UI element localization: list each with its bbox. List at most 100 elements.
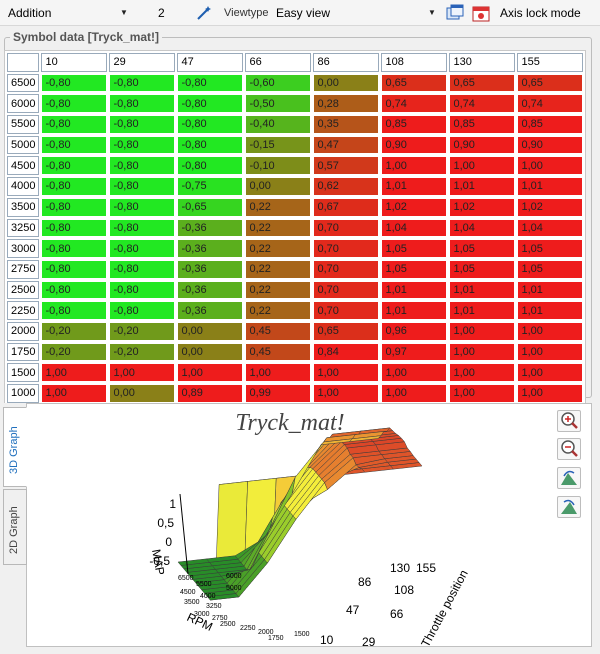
table-cell[interactable]: 1,00 bbox=[381, 363, 448, 382]
table-cell[interactable]: 0,35 bbox=[313, 115, 380, 134]
window-icon[interactable] bbox=[446, 3, 464, 23]
table-cell[interactable]: -0,80 bbox=[41, 135, 108, 155]
table-cell[interactable]: -0,80 bbox=[177, 94, 244, 114]
row-header[interactable]: 3500 bbox=[7, 197, 40, 217]
viewtype-select[interactable]: Easy view ▼ bbox=[276, 3, 438, 23]
tab-2d-graph[interactable]: 2D Graph bbox=[3, 489, 27, 565]
table-cell[interactable]: -0,80 bbox=[109, 197, 176, 217]
row-header[interactable]: 5000 bbox=[7, 135, 40, 155]
zoom-out-button[interactable] bbox=[557, 438, 581, 460]
table-cell[interactable]: -0,15 bbox=[245, 135, 312, 155]
table-cell[interactable]: 0,65 bbox=[313, 321, 380, 341]
table-cell[interactable]: 1,05 bbox=[449, 239, 516, 258]
table-cell[interactable]: -0,80 bbox=[41, 239, 108, 258]
table-cell[interactable]: 1,01 bbox=[381, 177, 448, 196]
table-cell[interactable]: 0,96 bbox=[381, 321, 448, 341]
table-cell[interactable]: -0,80 bbox=[41, 280, 108, 300]
mode-select[interactable]: Addition ▼ bbox=[8, 3, 130, 23]
table-cell[interactable]: 0,70 bbox=[313, 259, 380, 279]
table-cell[interactable]: 1,00 bbox=[41, 363, 108, 382]
table-cell[interactable]: 1,00 bbox=[449, 384, 516, 403]
table-cell[interactable]: 1,01 bbox=[449, 280, 516, 300]
table-cell[interactable]: -0,20 bbox=[109, 342, 176, 362]
table-cell[interactable]: 0,65 bbox=[449, 73, 516, 93]
table-cell[interactable]: 1,01 bbox=[517, 177, 584, 196]
row-header[interactable]: 3250 bbox=[7, 218, 40, 238]
table-cell[interactable]: -0,80 bbox=[41, 73, 108, 93]
row-header[interactable]: 4500 bbox=[7, 156, 40, 176]
table-cell[interactable]: -0,80 bbox=[41, 156, 108, 176]
table-cell[interactable]: -0,80 bbox=[41, 115, 108, 134]
table-cell[interactable]: -0,80 bbox=[109, 301, 176, 320]
table-cell[interactable]: 1,05 bbox=[381, 259, 448, 279]
table-cell[interactable]: -0,80 bbox=[109, 239, 176, 258]
table-cell[interactable]: -0,20 bbox=[41, 321, 108, 341]
table-cell[interactable]: 0,00 bbox=[109, 384, 176, 403]
table-cell[interactable]: 1,01 bbox=[381, 301, 448, 320]
table-cell[interactable]: 0,90 bbox=[517, 135, 584, 155]
table-cell[interactable]: 0,84 bbox=[313, 342, 380, 362]
table-cell[interactable]: 1,04 bbox=[449, 218, 516, 238]
table-cell[interactable]: 0,00 bbox=[245, 177, 312, 196]
row-header[interactable]: 6500 bbox=[7, 73, 40, 93]
table-cell[interactable]: 1,00 bbox=[517, 342, 584, 362]
table-cell[interactable]: 0,70 bbox=[313, 280, 380, 300]
table-cell[interactable]: 1,00 bbox=[41, 384, 108, 403]
table-cell[interactable]: -0,80 bbox=[109, 156, 176, 176]
table-cell[interactable]: 1,00 bbox=[449, 321, 516, 341]
table-cell[interactable]: -0,80 bbox=[41, 218, 108, 238]
table-cell[interactable]: 1,00 bbox=[109, 363, 176, 382]
table-cell[interactable]: -0,65 bbox=[177, 197, 244, 217]
table-cell[interactable]: 0,90 bbox=[381, 135, 448, 155]
table-cell[interactable]: -0,80 bbox=[41, 259, 108, 279]
table-cell[interactable]: -0,80 bbox=[109, 280, 176, 300]
table-cell[interactable]: -0,80 bbox=[41, 177, 108, 196]
table-cell[interactable]: -0,75 bbox=[177, 177, 244, 196]
row-header[interactable]: 2500 bbox=[7, 280, 40, 300]
column-header[interactable]: 10 bbox=[41, 53, 108, 72]
row-header[interactable]: 4000 bbox=[7, 177, 40, 196]
table-cell[interactable]: -0,80 bbox=[109, 135, 176, 155]
table-cell[interactable]: 0,22 bbox=[245, 280, 312, 300]
calendar-icon[interactable] bbox=[472, 3, 490, 23]
table-cell[interactable]: 0,85 bbox=[449, 115, 516, 134]
table-cell[interactable]: 0,22 bbox=[245, 301, 312, 320]
table-cell[interactable]: 0,00 bbox=[177, 321, 244, 341]
table-cell[interactable]: -0,80 bbox=[177, 156, 244, 176]
row-header[interactable]: 1000 bbox=[7, 384, 40, 403]
table-cell[interactable]: 0,28 bbox=[313, 94, 380, 114]
table-cell[interactable]: -0,80 bbox=[109, 259, 176, 279]
rotate-right-button[interactable] bbox=[557, 496, 581, 518]
table-cell[interactable]: 0,67 bbox=[313, 197, 380, 217]
table-cell[interactable]: -0,40 bbox=[245, 115, 312, 134]
table-cell[interactable]: 0,00 bbox=[177, 342, 244, 362]
table-cell[interactable]: 1,05 bbox=[449, 259, 516, 279]
table-cell[interactable]: 1,02 bbox=[381, 197, 448, 217]
table-cell[interactable]: 1,04 bbox=[381, 218, 448, 238]
table-cell[interactable]: 1,01 bbox=[517, 280, 584, 300]
amount-input[interactable]: 2 bbox=[158, 6, 165, 20]
table-cell[interactable]: 1,00 bbox=[245, 363, 312, 382]
column-header[interactable]: 108 bbox=[381, 53, 448, 72]
table-cell[interactable]: 0,57 bbox=[313, 156, 380, 176]
column-header[interactable]: 86 bbox=[313, 53, 380, 72]
table-cell[interactable]: 0,65 bbox=[517, 73, 584, 93]
table-cell[interactable]: 1,00 bbox=[517, 321, 584, 341]
table-cell[interactable]: 1,00 bbox=[313, 384, 380, 403]
tab-3d-graph[interactable]: 3D Graph bbox=[3, 407, 27, 487]
table-cell[interactable]: 0,47 bbox=[313, 135, 380, 155]
table-cell[interactable]: 1,01 bbox=[517, 301, 584, 320]
table-cell[interactable]: -0,36 bbox=[177, 301, 244, 320]
table-cell[interactable]: -0,80 bbox=[41, 94, 108, 114]
table-cell[interactable]: 1,00 bbox=[449, 156, 516, 176]
table-cell[interactable]: 0,74 bbox=[517, 94, 584, 114]
table-cell[interactable]: 1,00 bbox=[517, 156, 584, 176]
table-cell[interactable]: 0,90 bbox=[449, 135, 516, 155]
column-header[interactable]: 47 bbox=[177, 53, 244, 72]
table-cell[interactable]: 1,01 bbox=[449, 301, 516, 320]
table-cell[interactable]: 0,45 bbox=[245, 342, 312, 362]
table-cell[interactable]: 1,00 bbox=[381, 384, 448, 403]
table-cell[interactable]: 0,99 bbox=[245, 384, 312, 403]
table-cell[interactable]: 0,74 bbox=[449, 94, 516, 114]
table-cell[interactable]: 1,00 bbox=[313, 363, 380, 382]
